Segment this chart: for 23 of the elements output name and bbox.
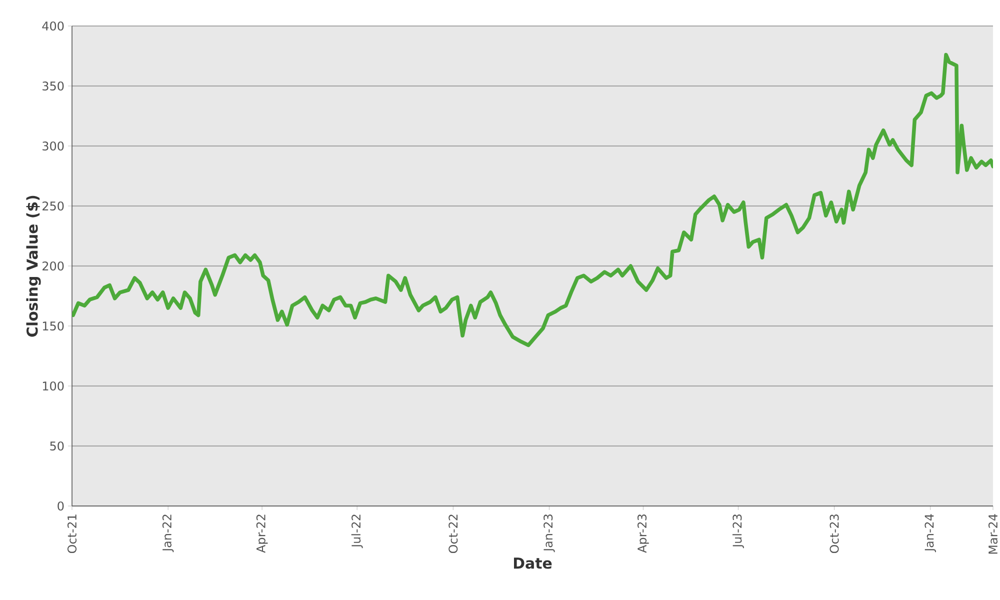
x-tick-label: Apr-22 [256, 514, 268, 553]
y-tick-label: 350 [42, 81, 64, 91]
y-tick-label: 250 [42, 201, 64, 211]
x-tick-label: Jul-22 [351, 514, 363, 548]
y-axis-title: Closing Value ($) [26, 196, 41, 337]
x-tick-label: Jul-23 [732, 514, 744, 548]
y-tick-label: 400 [42, 21, 64, 31]
y-tick-label: 50 [50, 441, 64, 451]
x-tick-label: Jan-22 [162, 514, 174, 552]
y-tick-label: 100 [42, 381, 64, 391]
y-tick-label: 300 [42, 141, 64, 151]
x-tick-label: Oct-23 [830, 514, 839, 554]
x-tick-label: Apr-23 [638, 514, 649, 553]
x-tick-label: Oct-21 [67, 514, 77, 554]
x-tick-label: Jan-23 [544, 514, 555, 552]
x-axis-title: Date [514, 558, 552, 569]
line-series [72, 52, 994, 348]
y-tick-label: 0 [58, 501, 64, 511]
x-tick-label: Mar-24 [988, 514, 998, 554]
x-tick-label: Oct-22 [448, 514, 458, 554]
x-tick-label: Jan-24 [924, 514, 936, 552]
y-tick-label: 200 [42, 261, 64, 271]
y-tick-label: 150 [42, 321, 64, 331]
